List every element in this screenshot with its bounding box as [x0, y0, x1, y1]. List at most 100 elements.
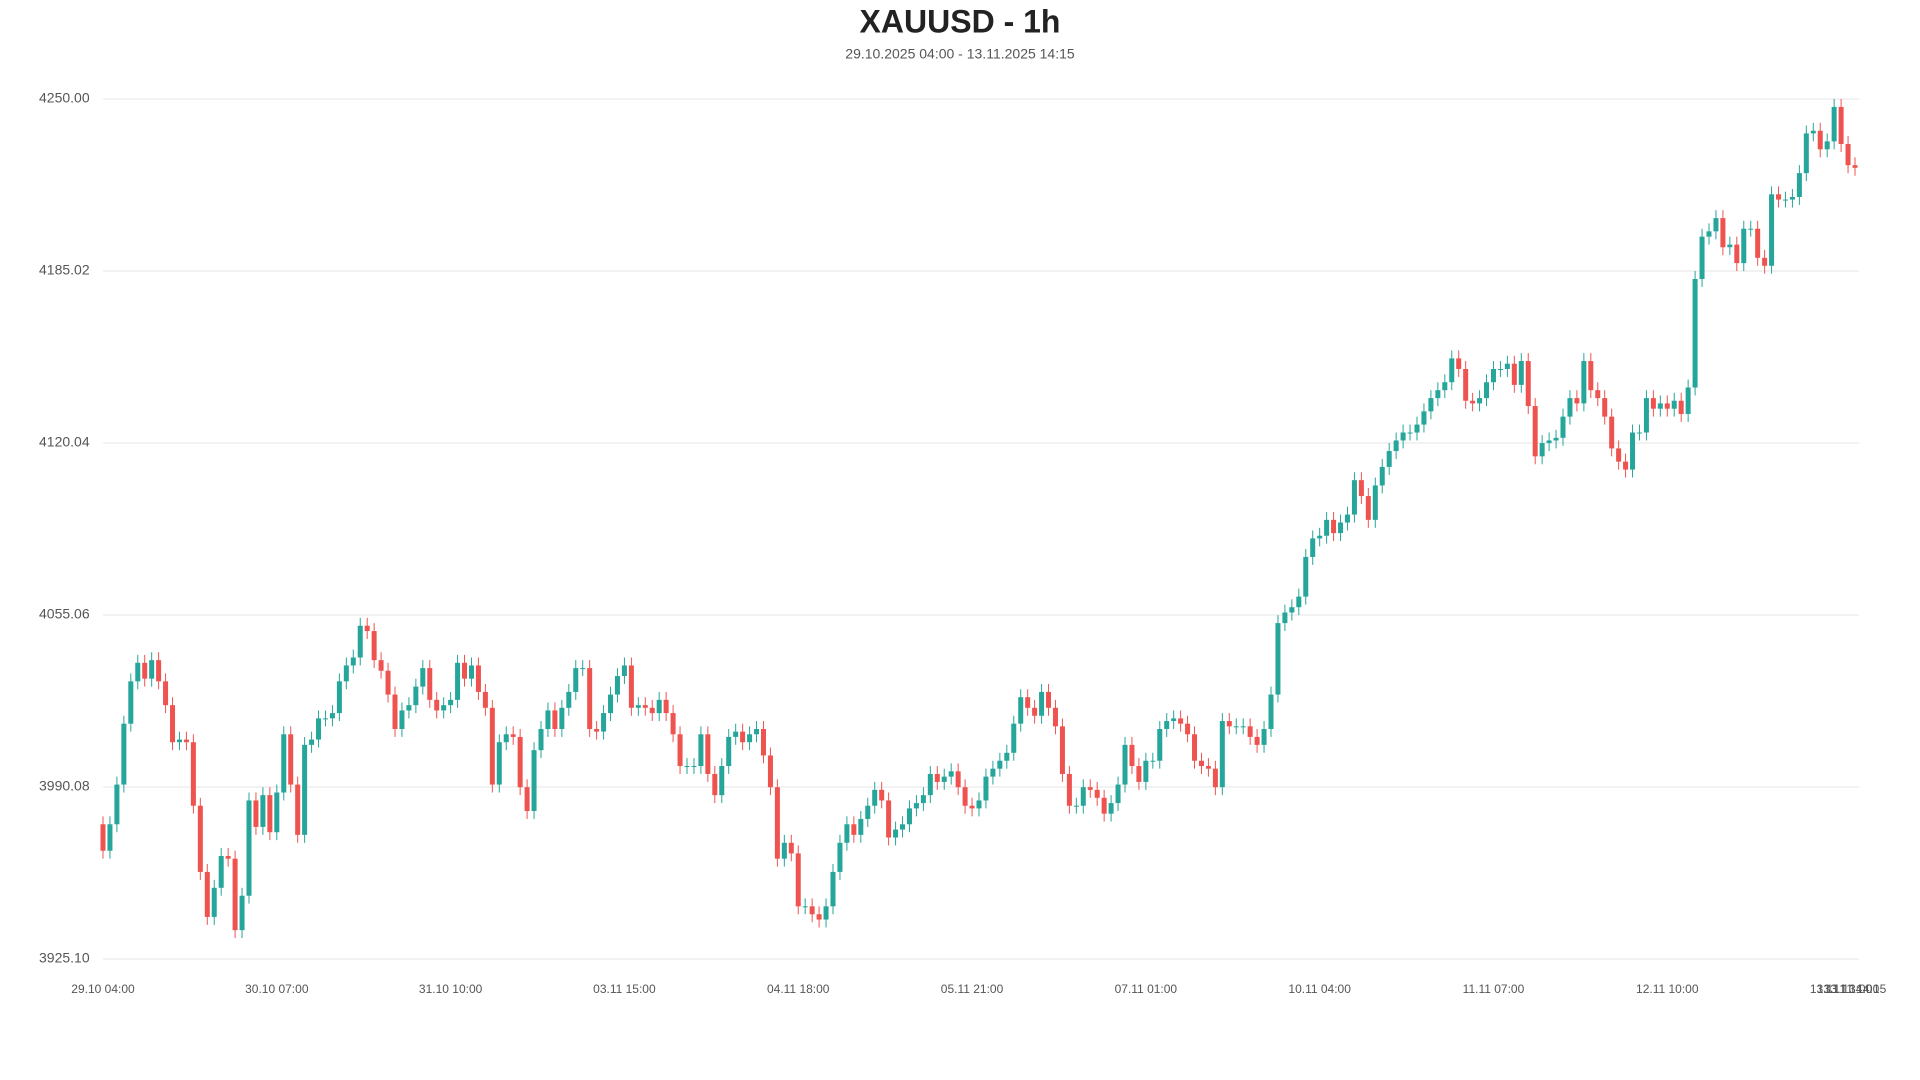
candle-body [900, 824, 906, 830]
candle-body [670, 713, 676, 735]
candle-body [760, 728, 766, 756]
candle-body [350, 657, 356, 666]
candle-body [1477, 398, 1483, 404]
candle-body [774, 787, 780, 859]
candle-body [677, 734, 683, 767]
candle-body [906, 808, 912, 825]
candle-body [1782, 199, 1788, 201]
candle-body [865, 805, 871, 819]
candle-body [1706, 231, 1712, 237]
candle-body [232, 858, 238, 931]
candle-body [1490, 368, 1496, 383]
candle-body [767, 755, 773, 788]
candle-body [573, 668, 579, 692]
candle-body [1442, 382, 1448, 391]
candle-body [197, 805, 203, 872]
candle-body [1261, 728, 1267, 745]
candle-body [1713, 218, 1719, 232]
candle-body [406, 705, 412, 711]
x-tick-label: 03.11 15:00 [593, 982, 656, 996]
candle-body [1226, 721, 1232, 727]
candle-body [399, 710, 405, 729]
candle-body [962, 787, 968, 806]
candle-body [1463, 368, 1469, 401]
candle-body [274, 792, 280, 833]
y-tick-label: 3925.10 [39, 950, 90, 966]
candle-body [823, 906, 829, 920]
candle-body [1511, 363, 1517, 385]
candle-body [1073, 805, 1079, 807]
candle-body [1588, 361, 1594, 391]
candle-body [1344, 514, 1350, 523]
candle-body [267, 795, 273, 833]
candle-body [239, 895, 245, 931]
candle-body [1609, 416, 1615, 449]
candle-body [1143, 760, 1149, 782]
candle-body [559, 707, 565, 729]
candle-body [163, 681, 169, 706]
candle-body [1824, 141, 1830, 150]
candle-body [1727, 244, 1733, 248]
candle-body [1129, 744, 1135, 767]
candle-body [1720, 218, 1726, 248]
candle-body [1643, 398, 1649, 433]
candle-body [754, 728, 760, 735]
candle-body [455, 662, 461, 700]
candle-body [1212, 768, 1218, 788]
candle-body [1810, 130, 1816, 134]
candle-body [1157, 728, 1163, 761]
x-tick-label: 30.10 07:00 [245, 982, 309, 996]
candle-body [1032, 707, 1038, 716]
candle-body [225, 856, 231, 859]
candle-body [684, 766, 690, 768]
candle-body [218, 856, 224, 888]
candle-body [1630, 432, 1636, 470]
candle-body [170, 705, 176, 743]
candle-body [503, 734, 509, 743]
candle-body [1185, 723, 1191, 735]
candle-body [448, 699, 454, 706]
candle-body [913, 803, 919, 809]
x-tick-label: 12.11 10:00 [1636, 982, 1699, 996]
x-tick-label: 11.11 07:00 [1463, 982, 1525, 996]
x-tick-label: 13.11 14:15 [1824, 982, 1887, 996]
candle-body [1066, 773, 1072, 806]
candle-body [475, 665, 481, 692]
candle-body [295, 784, 301, 835]
candle-body [1567, 398, 1573, 417]
candle-body [1289, 607, 1295, 613]
candle-body [1101, 797, 1107, 814]
candle-body [587, 668, 593, 729]
candle-body [1560, 416, 1566, 438]
candle-body [740, 731, 746, 743]
candle-body [934, 773, 940, 782]
candle-body [1310, 538, 1316, 557]
candle-body [1636, 432, 1642, 434]
candle-body [517, 736, 523, 788]
candle-body [378, 660, 384, 671]
candle-body [357, 625, 363, 658]
candle-body [413, 686, 419, 706]
candle-body [948, 771, 954, 777]
candle-body [920, 795, 926, 804]
candle-body [462, 662, 468, 679]
candle-body [719, 766, 725, 796]
candle-body [830, 871, 836, 907]
candle-body [538, 728, 544, 751]
x-tick-label: 13.11 13:00 [1810, 982, 1873, 996]
y-tick-label: 4250.00 [39, 90, 90, 106]
candle-body [1136, 766, 1142, 782]
candle-body [441, 705, 447, 711]
candle-body [1115, 784, 1121, 804]
candle-body [260, 795, 266, 827]
candle-body [1331, 519, 1337, 534]
candle-body [316, 718, 322, 740]
candle-body [1198, 760, 1204, 767]
candle-body [121, 723, 127, 785]
candle-body [997, 760, 1003, 769]
candle-body [190, 742, 196, 806]
candle-body [983, 776, 989, 801]
candle-body [1574, 398, 1580, 404]
